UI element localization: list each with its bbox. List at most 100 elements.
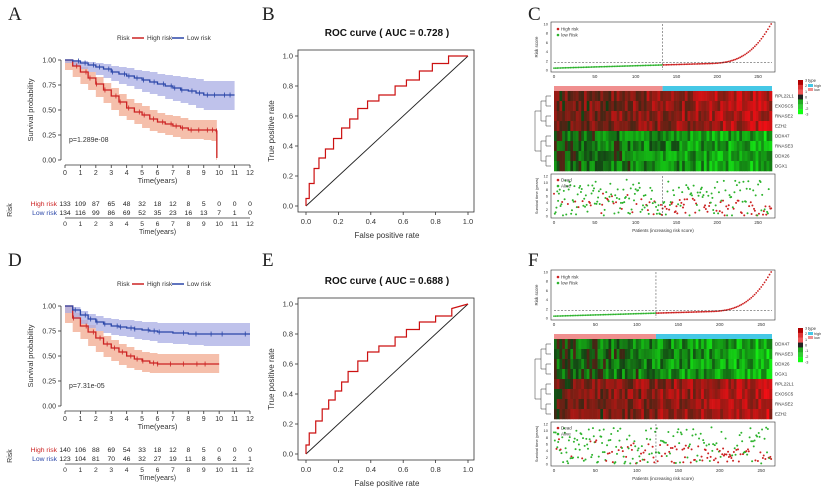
score-y-tick: 4 xyxy=(546,297,549,302)
heatmap-cell xyxy=(575,379,579,390)
risk-score-point xyxy=(689,311,691,314)
dead-point xyxy=(693,199,696,202)
risk-score-point xyxy=(673,63,676,66)
heatmap-cell xyxy=(586,91,590,102)
heatmap-cell xyxy=(592,111,596,122)
risk-table-x-tick: 1 xyxy=(79,221,83,228)
type-legend-low-swatch xyxy=(808,336,813,339)
x-axis-label: Time(years) xyxy=(138,422,178,431)
score-y-tick: 6 xyxy=(546,40,549,45)
risk-score-point xyxy=(621,313,623,316)
risk-table-cell: 65 xyxy=(107,201,115,208)
dead-point xyxy=(704,448,707,451)
heatmap-cell xyxy=(643,131,647,142)
heatmap-cell xyxy=(712,399,716,410)
legend-high-label: High risk xyxy=(147,281,173,288)
heatmap-cell xyxy=(671,399,675,410)
heatmap-cell xyxy=(763,399,767,410)
dead-point xyxy=(668,450,671,453)
risk-score-point xyxy=(640,312,643,315)
risk-score-point xyxy=(691,63,694,65)
heatmap-cell xyxy=(712,339,716,350)
survival-frame xyxy=(550,421,776,467)
heatmap-cell xyxy=(608,111,612,122)
alive-point xyxy=(709,201,712,204)
heatmap-cell xyxy=(717,151,721,162)
heatmap-cell xyxy=(701,349,705,360)
heatmap-cell xyxy=(761,101,765,112)
heatmap-cell xyxy=(676,379,680,390)
heatmap-cell xyxy=(600,409,604,420)
alive-point xyxy=(587,428,590,431)
heatmap-cell xyxy=(630,141,634,152)
heatmap-cell xyxy=(731,131,735,142)
risk-score-point xyxy=(626,65,629,67)
heatmap-cell xyxy=(709,121,713,132)
heatmap-cell xyxy=(597,339,601,350)
heatmap-cell xyxy=(679,379,683,390)
ci-band-low xyxy=(65,306,250,346)
heatmap-cell xyxy=(619,161,623,172)
risk-score-point xyxy=(739,56,742,59)
heatmap-cell xyxy=(605,349,609,360)
heatmap-cell xyxy=(701,131,705,142)
heatmap-cell xyxy=(559,91,563,102)
risk-table-cell: 11 xyxy=(185,456,192,463)
heatmap-cell xyxy=(668,141,672,152)
heatmap-cell xyxy=(594,349,598,360)
heatmap-cell xyxy=(592,101,596,112)
heatmap-cell xyxy=(755,111,759,122)
risk-score-point xyxy=(611,313,613,316)
alive-point xyxy=(584,194,587,197)
heatmap-cell xyxy=(676,399,680,410)
heatmap-cell xyxy=(676,121,680,132)
x-tick-label: 10 xyxy=(215,170,223,177)
heatmap-cell xyxy=(731,409,735,420)
heatmap-cell xyxy=(736,379,740,390)
alive-point xyxy=(618,439,621,442)
heatmap-cell xyxy=(742,101,746,112)
risk-score-point xyxy=(683,63,686,66)
heatmap-cell xyxy=(649,91,653,102)
alive-point xyxy=(567,188,570,191)
heatmap-cell xyxy=(758,349,762,360)
heatmap-cell xyxy=(725,141,729,152)
heatmap-cell xyxy=(717,339,721,350)
risk-score-point xyxy=(594,314,597,316)
dead-point xyxy=(707,452,710,455)
heatmap-cell xyxy=(665,379,669,390)
heatmap-cell xyxy=(624,359,628,370)
heatmap-cell xyxy=(652,409,656,420)
heatmap-cell xyxy=(594,151,598,162)
risk-score-point xyxy=(677,63,680,66)
alive-point xyxy=(629,462,632,465)
heatmap-cell xyxy=(600,101,604,112)
heatmap-cell xyxy=(695,359,699,370)
heatmap-cell xyxy=(668,161,672,172)
risk-score-point xyxy=(665,311,668,314)
risk-score-point xyxy=(765,30,768,33)
dead-point xyxy=(675,205,678,208)
risk-score-point xyxy=(675,311,678,314)
alive-point xyxy=(688,443,691,446)
alive-point xyxy=(766,451,769,454)
dead-point xyxy=(754,459,757,462)
risk-score-point xyxy=(768,25,771,28)
heatmap-cell xyxy=(769,349,773,360)
colorbar-segment xyxy=(798,109,803,115)
heatmap-cell xyxy=(698,359,702,370)
heatmap-cell xyxy=(638,151,642,162)
heatmap-cell xyxy=(589,151,593,162)
risk-table-cell: 12 xyxy=(169,201,177,208)
panel-letter-f: F xyxy=(528,250,539,271)
alive-point xyxy=(575,213,578,216)
heatmap-cell xyxy=(613,379,617,390)
risk-score-point xyxy=(626,313,628,315)
heatmap-cell xyxy=(613,131,617,142)
heatmap-cell xyxy=(573,409,577,420)
heatmap-cell xyxy=(630,111,634,122)
alive-point xyxy=(556,190,559,193)
heatmap-cell xyxy=(679,161,683,172)
heatmap-cell xyxy=(722,111,726,122)
heatmap-cell xyxy=(575,121,579,132)
